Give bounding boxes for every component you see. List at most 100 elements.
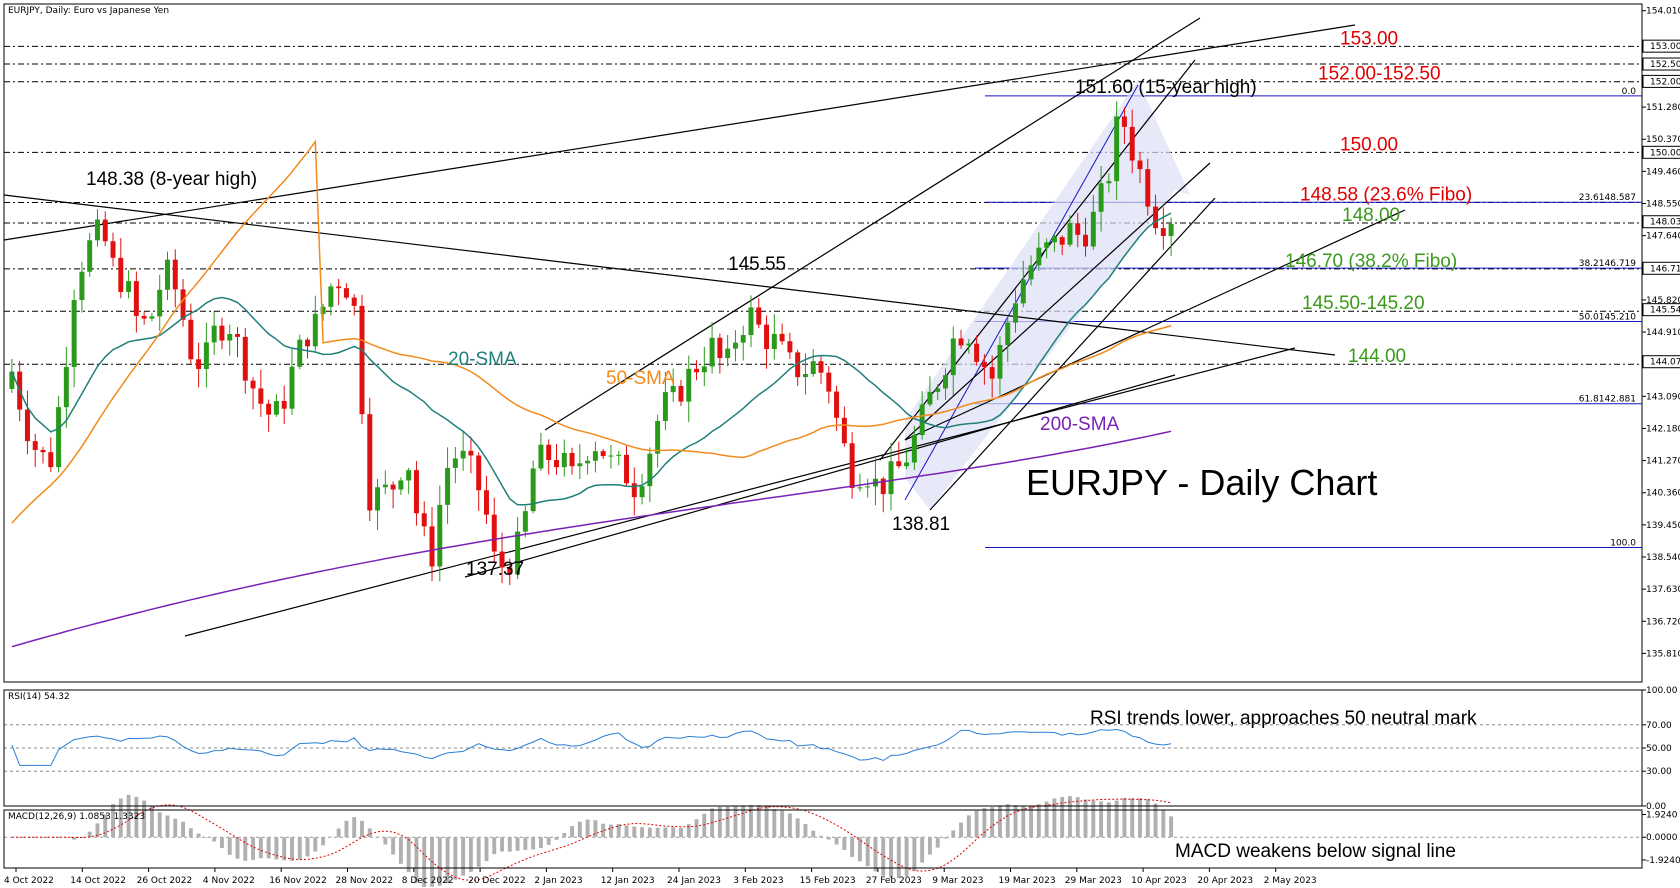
candle-body (421, 513, 427, 527)
candle-body (740, 335, 746, 343)
candle-body (974, 343, 980, 362)
candle-body (538, 444, 544, 469)
x-tick-label: 15 Feb 2023 (800, 876, 856, 886)
price-tag: 152.500 (1650, 60, 1680, 70)
candle-body (1168, 223, 1174, 236)
annotation-137-37: 137.37 (466, 559, 524, 580)
candle-body (289, 366, 295, 409)
sma-20-line (11, 212, 1172, 506)
candle-body (1121, 116, 1127, 127)
candle-body (382, 484, 388, 488)
fib-label: 23.6148.587 (1579, 193, 1636, 203)
x-tick-label: 2 May 2023 (1264, 876, 1317, 886)
candle-body (569, 452, 575, 467)
x-tick-label: 8 Dec 2022 (402, 876, 454, 886)
candle-body (787, 341, 793, 353)
candle-body (670, 385, 676, 393)
y-tick-label: 136.720 (1646, 617, 1680, 627)
candle-body (413, 470, 419, 514)
price-tag: 144.070 (1650, 358, 1680, 368)
fib-label: 0.0 (1622, 87, 1637, 97)
candle-body (911, 435, 917, 463)
candle-body (919, 404, 925, 436)
candle-body (530, 468, 536, 512)
candle-body (694, 368, 700, 373)
sma-200-label: 200-SMA (1040, 414, 1120, 435)
candle-body (896, 461, 902, 467)
y-tick-label: 150.370 (1646, 135, 1680, 145)
x-tick-label: 26 Oct 2022 (137, 876, 193, 886)
y-tick-label: 143.090 (1646, 392, 1680, 402)
candle-body (577, 463, 583, 467)
candle-body (63, 366, 69, 408)
candle-body (1098, 183, 1104, 212)
candle-body (1020, 279, 1026, 304)
candle-body (748, 307, 754, 336)
macd-tick-label: 0.0000 (1646, 833, 1678, 843)
x-tick-label: 16 Nov 2022 (269, 876, 327, 886)
candle-body (1083, 234, 1089, 247)
price-tag-box (1642, 145, 1680, 159)
rsi-tick-label: 100.00 (1646, 686, 1678, 696)
candle-body (927, 391, 933, 405)
level-label: 150.00 (1340, 134, 1398, 155)
level-label: 145.50-145.20 (1302, 293, 1425, 314)
candle-body (1013, 303, 1018, 323)
candle-body (336, 286, 342, 289)
macd-header: MACD(12,26,9) 1.0853 1.3323 (8, 812, 145, 822)
candle-body (235, 334, 240, 337)
candle-body (849, 443, 855, 488)
candle-body (71, 300, 77, 367)
sma-50-label: 50-SMA (606, 368, 675, 389)
trendline (929, 197, 1216, 511)
y-tick-label: 138.540 (1646, 553, 1680, 563)
candle-body (779, 333, 785, 342)
trendline (544, 17, 1201, 431)
price-tag-box (1642, 261, 1680, 275)
price-tag-box (1642, 74, 1680, 88)
candle-body (390, 484, 396, 490)
candle-body (133, 281, 139, 316)
symbol-header: EURJPY, Daily: Euro vs Japanese Yen (8, 6, 169, 16)
candle-body (32, 441, 38, 450)
y-tick-label: 148.550 (1646, 200, 1680, 210)
candle-body (1036, 247, 1042, 266)
candle-body (701, 366, 707, 373)
rsi-tick-label: 50.00 (1646, 744, 1672, 754)
candle-body (328, 286, 334, 307)
candle-body (491, 514, 497, 552)
x-tick-label: 20 Dec 2022 (468, 876, 525, 886)
x-tick-label: 20 Apr 2023 (1197, 876, 1253, 886)
candle-body (141, 315, 147, 319)
candle-body (118, 257, 124, 292)
y-tick-label: 149.460 (1646, 167, 1680, 177)
candle-body (359, 305, 365, 415)
candle-body (188, 319, 194, 360)
candle-body (452, 458, 458, 468)
fib-label: 38.2146.719 (1579, 259, 1637, 269)
candle-body (802, 374, 808, 378)
candle-body (297, 339, 303, 367)
y-tick-label: 141.270 (1646, 457, 1680, 467)
candle-body (981, 361, 987, 368)
candle-body (437, 504, 443, 567)
candle-body (1129, 126, 1135, 161)
candle-body (600, 451, 606, 457)
candle-body (305, 339, 311, 347)
candle-body (1106, 181, 1112, 184)
macd-signal-line (11, 798, 1172, 882)
candle-body (966, 343, 972, 346)
price-tag-box (1642, 39, 1680, 53)
candle-body (989, 367, 995, 379)
price-tag-box (1642, 355, 1680, 369)
rsi-caption: RSI trends lower, approaches 50 neutral … (1090, 708, 1477, 729)
candle-body (157, 289, 163, 317)
candle-body (592, 451, 598, 461)
candle-body (717, 337, 723, 359)
x-tick-label: 27 Feb 2023 (866, 876, 922, 886)
x-tick-label: 19 Mar 2023 (999, 876, 1056, 886)
candle-body (935, 388, 941, 392)
x-tick-label: 4 Oct 2022 (4, 876, 54, 886)
candle-body (764, 324, 770, 350)
